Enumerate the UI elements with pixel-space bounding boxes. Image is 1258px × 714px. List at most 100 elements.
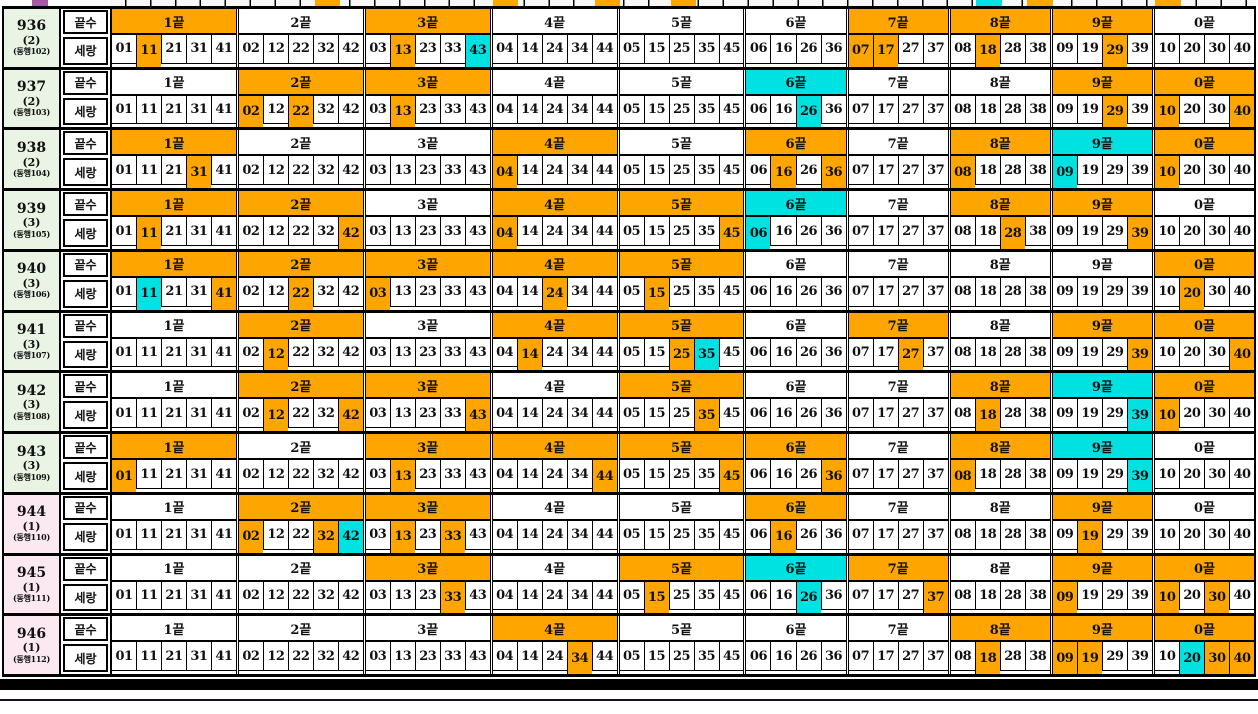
number-cell-40: 40 xyxy=(1228,520,1255,550)
group-numbers: 08 18 28 38 xyxy=(950,156,1050,189)
round-label-cell: 942 (3) (동행108) xyxy=(4,373,61,432)
digit-groups: 1끝 01 11 21 31 41 2끝 02 12 22 32 42 3끝 03 13 23 33 43 4끝 04… xyxy=(112,130,1255,189)
number-cell-23: 23 xyxy=(414,277,440,307)
number-cell-24: 24 xyxy=(541,95,567,125)
number-cell-10: 10 xyxy=(1154,399,1179,432)
digit-group-6: 6끝 06 16 26 36 xyxy=(743,312,846,371)
digit-groups: 1끝 01 11 21 31 41 2끝 02 12 22 32 42 3끝 03 13 23 33 43 4끝 04… xyxy=(112,69,1255,128)
group-numbers: 04 14 24 34 44 xyxy=(492,460,617,492)
number-cell-38: 38 xyxy=(1024,520,1050,550)
group-header: 9끝 xyxy=(1052,373,1152,400)
number-cell-36: 36 xyxy=(820,277,846,307)
number-cell-08: 08 xyxy=(950,156,975,189)
number-cell-35: 35 xyxy=(693,95,719,125)
number-cell-16: 16 xyxy=(770,217,796,246)
digit-group-10: 0끝 10 20 30 40 xyxy=(1151,251,1255,310)
strip-segment xyxy=(2,0,110,6)
number-cell-17: 17 xyxy=(872,460,898,489)
number-cell-13: 13 xyxy=(389,460,415,492)
group-header: 7끝 xyxy=(848,9,948,35)
number-cell-04: 04 xyxy=(492,338,517,368)
group-header: 9끝 xyxy=(1052,494,1152,521)
number-cell-06: 06 xyxy=(746,156,771,186)
number-cell-38: 38 xyxy=(1024,217,1050,246)
digit-group-5: 5끝 05 15 25 35 45 xyxy=(616,251,744,310)
number-cell-27: 27 xyxy=(897,217,923,246)
digit-group-8: 8끝 08 18 28 38 xyxy=(947,616,1050,675)
round-label-cell: 945 (1) (동행111) xyxy=(4,555,61,614)
number-cell-08: 08 xyxy=(950,95,975,125)
group-numbers: 07 17 27 37 xyxy=(848,460,948,492)
number-cell-05: 05 xyxy=(619,217,644,246)
group-numbers: 01 11 21 31 41 xyxy=(112,95,236,128)
strip-segment xyxy=(315,0,340,6)
group-header: 5끝 xyxy=(619,312,744,339)
group-numbers: 08 18 28 38 xyxy=(950,217,1050,249)
group-header: 1끝 xyxy=(112,616,236,643)
digit-group-6: 6끝 06 16 26 36 xyxy=(743,191,846,249)
number-cell-16: 16 xyxy=(770,642,796,672)
number-cell-28: 28 xyxy=(999,338,1025,368)
digit-group-8: 8끝 08 18 28 38 xyxy=(947,494,1050,553)
digit-group-10: 0끝 10 20 30 40 xyxy=(1151,130,1255,189)
group-numbers: 01 11 21 31 41 xyxy=(112,217,236,249)
number-cell-39: 39 xyxy=(1126,35,1152,64)
number-cell-39: 39 xyxy=(1126,338,1152,371)
number-cell-39: 39 xyxy=(1126,399,1152,432)
number-cell-24: 24 xyxy=(541,338,567,368)
group-numbers: 09 19 29 39 xyxy=(1052,520,1152,553)
group-header: 2끝 xyxy=(238,555,363,582)
number-cell-20: 20 xyxy=(1178,95,1204,125)
number-cell-22: 22 xyxy=(287,581,313,611)
number-cell-16: 16 xyxy=(770,399,796,429)
digit-group-5: 5끝 05 15 25 35 45 xyxy=(616,555,744,614)
group-header: 1끝 xyxy=(112,312,236,339)
group-numbers: 09 19 29 39 xyxy=(1052,338,1152,371)
digit-groups: 1끝 01 11 21 31 41 2끝 02 12 22 32 42 3끝 03 13 23 33 43 4끝 04… xyxy=(112,9,1255,67)
group-header: 7끝 xyxy=(848,616,948,643)
digit-group-7: 7끝 07 17 27 37 xyxy=(845,555,948,614)
group-header: 9끝 xyxy=(1052,555,1152,582)
number-cell-29: 29 xyxy=(1101,35,1127,67)
digit-row-label: 끝수 xyxy=(63,313,108,338)
group-header: 9끝 xyxy=(1052,312,1152,339)
group-header: 9끝 xyxy=(1052,69,1152,96)
number-cell-06: 06 xyxy=(746,581,771,611)
number-cell-34: 34 xyxy=(566,642,592,675)
group-header: 1끝 xyxy=(112,9,236,35)
number-cell-15: 15 xyxy=(643,277,669,310)
round-count: (1) xyxy=(22,641,41,655)
number-cell-09: 09 xyxy=(1052,399,1077,429)
number-cell-15: 15 xyxy=(643,399,669,429)
digit-group-10: 0끝 10 20 30 40 xyxy=(1151,555,1255,614)
number-cell-10: 10 xyxy=(1154,520,1179,550)
number-cell-04: 04 xyxy=(492,277,517,307)
number-cell-26: 26 xyxy=(795,399,821,429)
digit-group-5: 5끝 05 15 25 35 45 xyxy=(616,130,744,189)
number-cell-04: 04 xyxy=(492,156,517,189)
round-alt-label: (동행106) xyxy=(13,289,50,300)
number-cell-31: 31 xyxy=(185,581,211,611)
number-cell-21: 21 xyxy=(160,642,186,672)
row-type-col: 끝수 세랑 xyxy=(61,312,112,371)
group-header: 1끝 xyxy=(112,373,236,400)
number-cell-43: 43 xyxy=(464,642,490,672)
number-cell-31: 31 xyxy=(185,460,211,489)
round-number: 945 xyxy=(16,565,47,581)
number-cell-12: 12 xyxy=(262,399,288,432)
round-count: (1) xyxy=(22,580,41,594)
group-header: 6끝 xyxy=(746,373,846,400)
number-cell-38: 38 xyxy=(1024,35,1050,64)
digit-group-8: 8끝 08 18 28 38 xyxy=(947,312,1050,371)
digit-group-5: 5끝 05 15 25 35 45 xyxy=(616,9,744,67)
row-type-col: 끝수 세랑 xyxy=(61,555,112,614)
group-numbers: 09 19 29 39 xyxy=(1052,460,1152,492)
number-cell-44: 44 xyxy=(591,35,617,64)
group-header: 8끝 xyxy=(950,616,1050,643)
digit-row-label: 끝수 xyxy=(63,70,108,95)
number-cell-12: 12 xyxy=(262,35,288,64)
number-cell-25: 25 xyxy=(668,217,694,246)
number-cell-15: 15 xyxy=(643,581,669,614)
number-cell-40: 40 xyxy=(1228,338,1255,371)
